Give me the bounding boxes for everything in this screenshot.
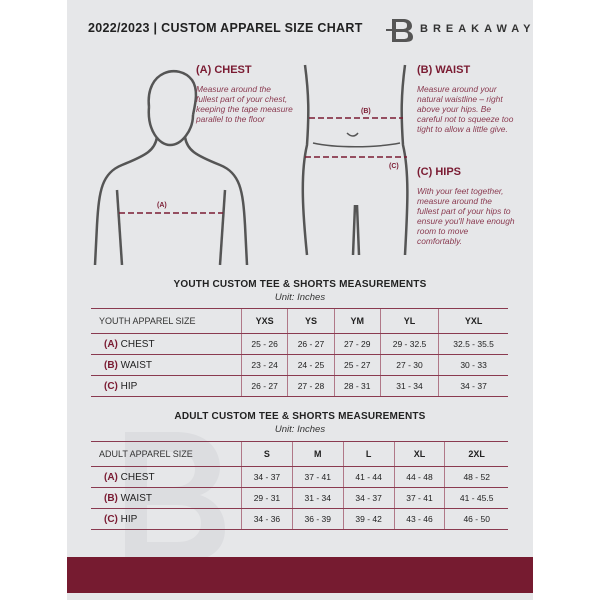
cell: 25 - 26 xyxy=(240,333,288,355)
table-row: (C) HIP 34 - 36 36 - 39 39 - 42 43 - 46 … xyxy=(91,508,508,530)
hip-marker: (C) xyxy=(389,163,399,170)
cell: 41 - 44 xyxy=(342,466,395,488)
hips-heading: (C) HIPS xyxy=(417,166,461,178)
brand-name: BREAKAWAY xyxy=(420,23,536,35)
cell: 25 - 27 xyxy=(333,354,381,376)
row-label: WAIST xyxy=(120,492,152,504)
cell: 41 - 45.5 xyxy=(444,487,508,509)
row-label: HIP xyxy=(120,380,138,392)
row-letter: (A) xyxy=(104,471,118,483)
cell: 28 - 31 xyxy=(333,375,381,397)
youth-size-table: YOUTH APPAREL SIZE YXS YS YM YL YXL (A) … xyxy=(91,308,508,397)
cell: 34 - 37 xyxy=(342,487,395,509)
row-label: CHEST xyxy=(120,338,155,350)
adult-table-title: ADULT CUSTOM TEE & SHORTS MEASUREMENTS xyxy=(174,411,426,422)
cell: 31 - 34 xyxy=(291,487,344,509)
table-row: (A) CHEST 25 - 26 26 - 27 27 - 29 29 - 3… xyxy=(91,333,508,355)
size-header: XL xyxy=(393,441,445,467)
hips-description: With your feet together, measure around … xyxy=(417,186,515,246)
row-letter: (A) xyxy=(104,338,118,350)
table-header-row: YOUTH APPAREL SIZE YXS YS YM YL YXL xyxy=(91,308,508,334)
table-row: (A) CHEST 34 - 37 37 - 41 41 - 44 44 - 4… xyxy=(91,466,508,488)
waist-heading: (B) WAIST xyxy=(417,64,471,76)
cell: 48 - 52 xyxy=(444,466,508,488)
adult-size-table: ADULT APPAREL SIZE S M L XL 2XL (A) CHES… xyxy=(91,441,508,530)
column-header: ADULT APPAREL SIZE xyxy=(91,441,242,467)
cell: 37 - 41 xyxy=(291,466,344,488)
row-letter: (B) xyxy=(104,492,118,504)
row-label: CHEST xyxy=(120,471,155,483)
row-letter: (C) xyxy=(104,380,118,392)
youth-table-title: YOUTH CUSTOM TEE & SHORTS MEASUREMENTS xyxy=(173,279,427,290)
waist-marker: (B) xyxy=(361,108,371,115)
cell: 26 - 27 xyxy=(287,333,335,355)
chest-description: Measure around the fullest part of your … xyxy=(196,84,293,124)
chest-marker: (A) xyxy=(157,202,167,209)
row-label: HIP xyxy=(120,513,138,525)
cell: 44 - 48 xyxy=(393,466,445,488)
table-row: (B) WAIST 23 - 24 24 - 25 25 - 27 27 - 3… xyxy=(91,354,508,376)
cell: 24 - 25 xyxy=(287,354,335,376)
column-header: YOUTH APPAREL SIZE xyxy=(91,308,242,334)
cell: 27 - 28 xyxy=(287,375,335,397)
cell: 34 - 37 xyxy=(438,375,508,397)
size-header: YS xyxy=(287,308,335,334)
upper-body-figure: (A) xyxy=(93,70,249,265)
cell: 30 - 33 xyxy=(438,354,508,376)
cell: 36 - 39 xyxy=(291,508,344,530)
size-header: YXS xyxy=(240,308,288,334)
lower-body-figure: (B) (C) xyxy=(301,64,409,256)
row-label: WAIST xyxy=(120,359,152,371)
cell: 23 - 24 xyxy=(240,354,288,376)
cell: 34 - 37 xyxy=(241,466,293,488)
size-header: YXL xyxy=(438,308,508,334)
cell: 31 - 34 xyxy=(379,375,439,397)
cell: 32.5 - 35.5 xyxy=(438,333,508,355)
cell: 27 - 29 xyxy=(333,333,381,355)
cell: 39 - 42 xyxy=(342,508,395,530)
breakaway-logo-icon xyxy=(386,19,413,42)
cell: 34 - 36 xyxy=(241,508,293,530)
waist-description: Measure around your natural waistline – … xyxy=(417,84,514,134)
cell: 29 - 31 xyxy=(241,487,293,509)
table-row: (B) WAIST 29 - 31 31 - 34 34 - 37 37 - 4… xyxy=(91,487,508,509)
table-header-row: ADULT APPAREL SIZE S M L XL 2XL xyxy=(91,441,508,467)
size-header: YM xyxy=(333,308,381,334)
page-title: 2022/2023 | CUSTOM APPAREL SIZE CHART xyxy=(88,21,363,35)
row-letter: (C) xyxy=(104,513,118,525)
size-header: 2XL xyxy=(444,441,508,467)
cell: 27 - 30 xyxy=(379,354,439,376)
cell: 43 - 46 xyxy=(393,508,445,530)
footer-band xyxy=(67,557,533,593)
cell: 29 - 32.5 xyxy=(379,333,439,355)
adult-unit: Unit: Inches xyxy=(274,424,326,435)
table-row: (C) HIP 26 - 27 27 - 28 28 - 31 31 - 34 … xyxy=(91,375,508,397)
cell: 26 - 27 xyxy=(240,375,288,397)
cell: 37 - 41 xyxy=(393,487,445,509)
size-header: L xyxy=(342,441,395,467)
youth-unit: Unit: Inches xyxy=(274,292,326,303)
row-letter: (B) xyxy=(104,359,118,371)
cell: 46 - 50 xyxy=(444,508,508,530)
size-header: YL xyxy=(379,308,439,334)
size-header: S xyxy=(241,441,293,467)
size-header: M xyxy=(291,441,344,467)
chest-heading: (A) CHEST xyxy=(196,64,252,76)
